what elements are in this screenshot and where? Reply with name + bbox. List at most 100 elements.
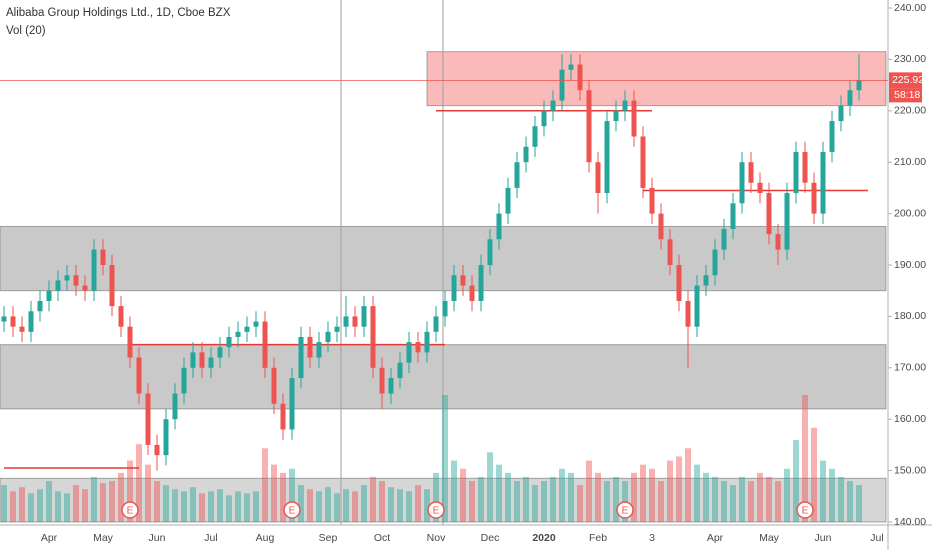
volume-bar: [19, 487, 25, 522]
volume-bar: [100, 483, 106, 522]
volume-bar: [172, 489, 178, 522]
volume-bar: [244, 493, 250, 522]
candle-body: [64, 275, 70, 281]
candle-body: [361, 306, 367, 327]
candle-body: [109, 265, 115, 307]
volume-bar: [658, 481, 664, 522]
candle-body: [568, 64, 574, 70]
x-tick-label: May: [759, 532, 780, 544]
volume-bar: [856, 485, 862, 522]
x-tick-label: Apr: [41, 532, 58, 544]
candle-body: [541, 110, 547, 127]
volume-bar: [712, 476, 718, 522]
candle-body: [811, 182, 817, 214]
candle-body: [307, 336, 313, 358]
candle-body: [469, 285, 475, 301]
y-tick-label: 180.00: [894, 310, 926, 322]
candle-body: [334, 326, 340, 332]
volume-bar: [829, 468, 835, 522]
candle-body: [46, 290, 52, 301]
event-label: E: [433, 506, 440, 517]
volume-bar: [478, 476, 484, 522]
candle-body: [145, 393, 151, 445]
chart-title: Alibaba Group Holdings Ltd., 1D, Cboe BZ…: [6, 7, 231, 19]
candle-body: [226, 336, 232, 348]
candle-body: [19, 326, 25, 332]
candle-body: [136, 357, 142, 394]
candles: [1, 54, 862, 471]
candle-body: [631, 100, 637, 137]
y-tick-label: 200.00: [894, 207, 926, 219]
last-price-box: [889, 72, 922, 89]
volume-bar: [28, 493, 34, 522]
candle-body: [10, 316, 16, 327]
candle-body: [739, 162, 745, 204]
candle-body: [667, 239, 673, 265]
volume-bar: [442, 395, 448, 522]
x-tick-label: Jun: [149, 532, 166, 544]
volume-bar: [10, 491, 16, 522]
candle-body: [325, 331, 331, 343]
x-tick-label: 3: [649, 532, 655, 544]
volume-bar: [118, 472, 124, 522]
countdown-box: [889, 88, 922, 103]
candle-body: [388, 378, 394, 394]
candle-body: [37, 300, 43, 312]
volume-bar: [784, 468, 790, 522]
event-label: E: [127, 506, 134, 517]
volume-bar: [496, 464, 502, 522]
volume-bar: [604, 481, 610, 522]
candle-body: [181, 367, 187, 394]
candle-body: [100, 249, 106, 265]
candle-body: [793, 151, 799, 194]
event-marker: [796, 501, 814, 519]
candle-body: [604, 121, 610, 194]
candle-body: [379, 367, 385, 394]
candle-body: [784, 193, 790, 250]
candle-body: [703, 275, 709, 286]
volume-bar: [271, 464, 277, 522]
event-marker: [121, 501, 139, 519]
candle-body: [172, 393, 178, 420]
volume-bar: [361, 485, 367, 522]
volume-bar: [514, 481, 520, 522]
candle-body: [424, 331, 430, 353]
volume-bar: [838, 476, 844, 522]
event-marker: [283, 501, 301, 519]
volume-bar: [145, 464, 151, 522]
volume-bar: [370, 476, 376, 522]
volume-bar: [505, 472, 511, 522]
volume-bar: [460, 468, 466, 522]
event-marker: [616, 501, 634, 519]
event-label: E: [289, 506, 296, 517]
x-tick-label: Feb: [589, 532, 607, 544]
candle-body: [487, 239, 493, 265]
candle-body: [757, 182, 763, 194]
volume-bar: [1, 485, 7, 522]
x-tick-label: Dec: [481, 532, 500, 544]
volume-bar: [316, 491, 322, 522]
candle-body: [55, 280, 61, 291]
candle-body: [532, 126, 538, 147]
candle-body: [298, 336, 304, 379]
y-tick-label: 190.00: [894, 259, 926, 271]
candle-body: [847, 90, 853, 106]
volume-bar: [541, 481, 547, 522]
candle-body: [685, 300, 691, 327]
volume-bar: [397, 489, 403, 522]
candle-body: [721, 229, 727, 250]
volume-bar: [631, 472, 637, 522]
volume-bar: [739, 476, 745, 522]
volume-bar: [559, 468, 565, 522]
candle-body: [676, 265, 682, 301]
volume-bar: [550, 476, 556, 522]
candle-body: [163, 419, 169, 456]
volume-bar: [757, 472, 763, 522]
candle-body: [838, 105, 844, 122]
volume-bar: [811, 427, 817, 522]
candle-body: [397, 362, 403, 379]
candle-body: [1, 316, 7, 322]
candle-body: [271, 367, 277, 404]
